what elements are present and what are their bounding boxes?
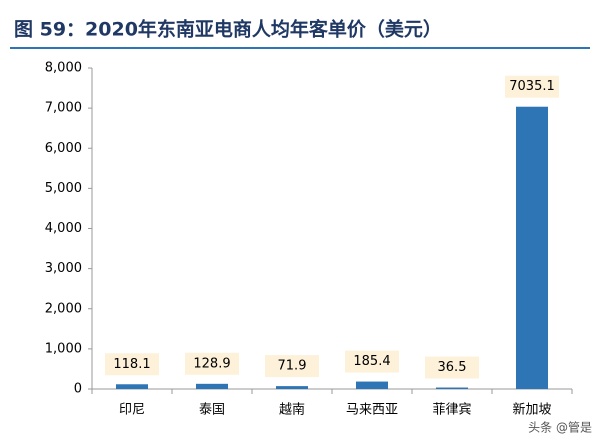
value-label: 118.1 (113, 357, 150, 372)
bar (276, 386, 308, 389)
y-tick-label: 8,000 (45, 61, 82, 76)
x-tick-label: 印尼 (119, 403, 145, 418)
value-label: 36.5 (438, 360, 467, 375)
y-tick-label: 6,000 (45, 141, 82, 156)
y-tick-label: 7,000 (45, 101, 82, 116)
x-tick-label: 新加坡 (512, 402, 551, 418)
value-label: 128.9 (193, 356, 230, 371)
bar (196, 383, 228, 389)
bar (436, 387, 468, 389)
value-label-bg (105, 353, 159, 376)
x-tick-label: 越南 (279, 402, 305, 418)
value-label: 71.9 (278, 359, 307, 374)
y-tick-label: 3,000 (45, 261, 82, 276)
value-label-bg (345, 350, 399, 373)
value-label-bg (185, 352, 239, 375)
y-tick-label: 1,000 (45, 341, 82, 356)
watermark: 头条 @管是 (528, 420, 592, 435)
x-tick-label: 泰国 (199, 403, 225, 418)
x-tick-label: 菲律宾 (432, 402, 471, 418)
value-label-bg (425, 356, 479, 379)
y-tick-label: 5,000 (45, 181, 82, 196)
bar (516, 106, 548, 389)
bar (356, 381, 388, 389)
value-label: 185.4 (353, 354, 390, 369)
x-tick-label: 马来西亚 (346, 403, 398, 418)
y-tick-label: 0 (74, 382, 82, 397)
value-label-bg (265, 355, 319, 378)
value-label-bg (505, 75, 559, 98)
chart-title: 图 59：2020年东南亚电商人均年客单价（美元） (14, 18, 442, 41)
bar (116, 384, 148, 389)
value-label: 7035.1 (509, 79, 555, 94)
y-tick-label: 2,000 (45, 301, 82, 316)
y-tick-label: 4,000 (45, 221, 82, 236)
